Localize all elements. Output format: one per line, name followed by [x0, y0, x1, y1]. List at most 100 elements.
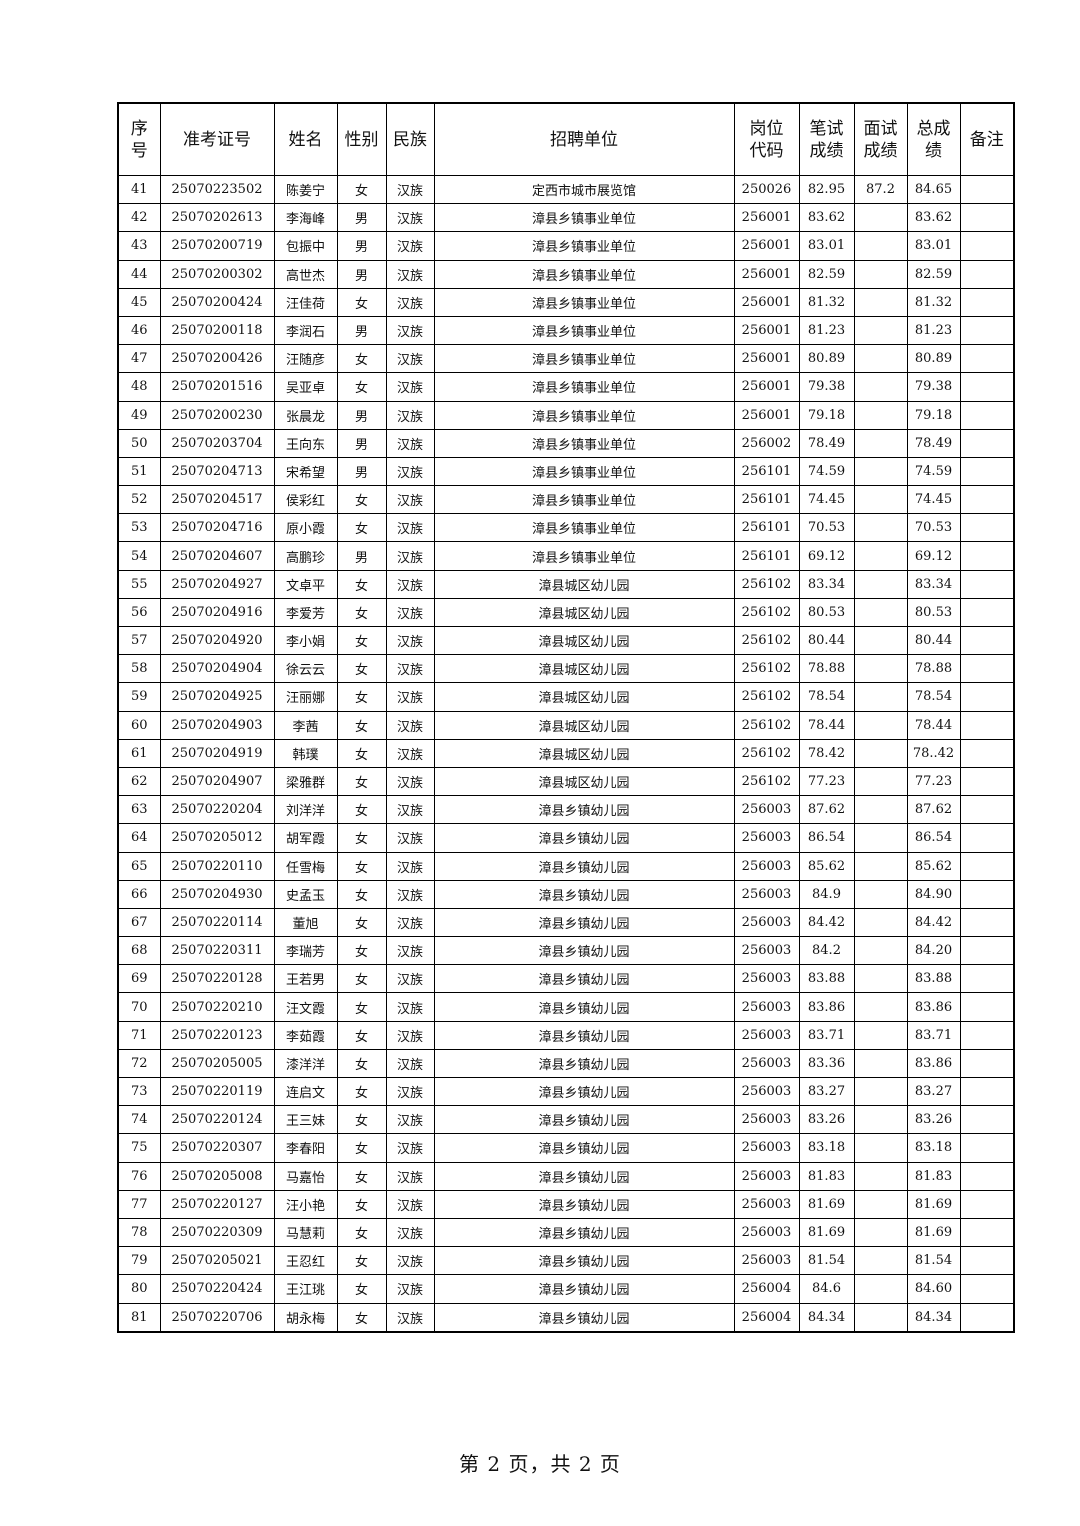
cell-post-code: 256003 — [733, 1189, 800, 1219]
cell-remarks — [959, 203, 1015, 233]
table-row: 66 25070204930 史孟玉女汉族 漳县乡镇幼儿园 256003 84.9 84.9… — [117, 879, 1015, 909]
cell-unit: 漳县城区幼儿园 — [433, 682, 735, 712]
table-row: 56 25070204916 李爱芳女汉族 漳县城区幼儿园 256102 80.53 80.… — [117, 597, 1015, 628]
cell-ethnicity: 汉族 — [385, 1246, 435, 1276]
cell-exam-id: 25070220311 — [159, 936, 275, 966]
cell-total-score: 80.89 — [906, 344, 961, 374]
cell-written-score: 69.12 — [798, 541, 855, 571]
cell-name: 汪文霞 — [273, 992, 338, 1022]
cell-name: 李瑞芳 — [273, 936, 338, 966]
cell-gender: 女 — [336, 964, 387, 994]
cell-seq: 68 — [117, 936, 161, 966]
cell-name: 李春阳 — [273, 1133, 338, 1163]
cell-remarks — [959, 625, 1015, 656]
cell-name: 王忍红 — [273, 1246, 338, 1276]
cell-unit: 漳县乡镇事业单位 — [433, 541, 735, 571]
cell-gender: 女 — [336, 625, 387, 656]
cell-exam-id: 25070204904 — [159, 654, 275, 684]
cell-unit: 漳县乡镇幼儿园 — [433, 1048, 735, 1079]
cell-exam-id: 25070204907 — [159, 766, 275, 797]
cell-seq: 73 — [117, 1076, 161, 1107]
cell-gender: 女 — [336, 513, 387, 543]
cell-ethnicity: 汉族 — [385, 174, 435, 205]
cell-written-score: 81.83 — [798, 1161, 855, 1191]
cell-seq: 77 — [117, 1189, 161, 1219]
cell-interview-score — [853, 259, 908, 289]
cell-unit: 漳县乡镇事业单位 — [433, 231, 735, 261]
cell-total-score: 84.34 — [906, 1302, 961, 1333]
cell-total-score: 83.26 — [906, 1105, 961, 1135]
cell-name: 董旭 — [273, 907, 338, 938]
table-row: 59 25070204925 汪丽娜女汉族 漳县城区幼儿园 256102 78.54 78.… — [117, 682, 1015, 712]
cell-seq: 42 — [117, 203, 161, 233]
cell-name: 汪佳荷 — [273, 287, 338, 317]
cell-exam-id: 25070205005 — [159, 1048, 275, 1079]
cell-gender: 男 — [336, 203, 387, 233]
cell-exam-id: 25070220210 — [159, 992, 275, 1022]
cell-seq: 67 — [117, 907, 161, 938]
cell-gender: 女 — [336, 569, 387, 599]
table-row: 73 25070220119 连启文女汉族 漳县乡镇幼儿园 256003 83.27 83.… — [117, 1076, 1015, 1107]
cell-remarks — [959, 428, 1015, 458]
cell-total-score: 80.53 — [906, 597, 961, 628]
cell-unit: 漳县乡镇事业单位 — [433, 344, 735, 374]
cell-remarks — [959, 851, 1015, 881]
cell-total-score: 78..42 — [906, 738, 961, 768]
cell-interview-score — [853, 964, 908, 994]
table-row: 53 25070204716 原小霞女汉族 漳县乡镇事业单位 256101 70.53 70… — [117, 513, 1015, 543]
cell-interview-score — [853, 231, 908, 261]
cell-gender: 女 — [336, 1161, 387, 1191]
cell-written-score: 84.34 — [798, 1302, 855, 1333]
cell-interview-score: 87.2 — [853, 174, 908, 205]
table-row: 70 25070220210 汪文霞女汉族 漳县乡镇幼儿园 256003 83.86 83.… — [117, 992, 1015, 1022]
cell-interview-score — [853, 315, 908, 346]
cell-name: 马嘉怡 — [273, 1161, 338, 1191]
cell-interview-score — [853, 1274, 908, 1304]
cell-seq: 71 — [117, 1020, 161, 1050]
cell-seq: 50 — [117, 428, 161, 458]
cell-ethnicity: 汉族 — [385, 1020, 435, 1050]
cell-gender: 女 — [336, 1020, 387, 1050]
cell-exam-id: 25070202613 — [159, 203, 275, 233]
cell-unit: 漳县乡镇事业单位 — [433, 485, 735, 515]
cell-interview-score — [853, 795, 908, 825]
cell-exam-id: 25070220424 — [159, 1274, 275, 1304]
cell-exam-id: 25070205012 — [159, 823, 275, 853]
cell-seq: 41 — [117, 174, 161, 205]
cell-total-score: 80.44 — [906, 625, 961, 656]
page-number: 第 2 页，共 2 页 — [459, 1452, 621, 1476]
cell-total-score: 85.62 — [906, 851, 961, 881]
cell-exam-id: 25070204925 — [159, 682, 275, 712]
cell-ethnicity: 汉族 — [385, 456, 435, 487]
cell-written-score: 84.9 — [798, 879, 855, 909]
cell-seq: 72 — [117, 1048, 161, 1079]
cell-total-score: 81.83 — [906, 1161, 961, 1191]
cell-interview-score — [853, 654, 908, 684]
cell-exam-id: 25070200719 — [159, 231, 275, 261]
cell-remarks — [959, 597, 1015, 628]
cell-seq: 66 — [117, 879, 161, 909]
cell-post-code: 256003 — [733, 795, 800, 825]
cell-ethnicity: 汉族 — [385, 400, 435, 430]
cell-ethnicity: 汉族 — [385, 485, 435, 515]
cell-exam-id: 25070223502 — [159, 174, 275, 205]
cell-post-code: 256101 — [733, 456, 800, 487]
table-row: 75 25070220307 李春阳女汉族 漳县乡镇幼儿园 256003 83.18 83.… — [117, 1133, 1015, 1163]
cell-remarks — [959, 1302, 1015, 1333]
cell-gender: 男 — [336, 400, 387, 430]
cell-written-score: 78.49 — [798, 428, 855, 458]
cell-interview-score — [853, 1020, 908, 1050]
cell-ethnicity: 汉族 — [385, 1189, 435, 1219]
cell-unit: 漳县乡镇幼儿园 — [433, 1105, 735, 1135]
cell-gender: 女 — [336, 795, 387, 825]
cell-unit: 漳县乡镇事业单位 — [433, 428, 735, 458]
cell-unit: 漳县乡镇幼儿园 — [433, 823, 735, 853]
cell-exam-id: 25070205008 — [159, 1161, 275, 1191]
cell-seq: 65 — [117, 851, 161, 881]
cell-unit: 漳县乡镇幼儿园 — [433, 1302, 735, 1333]
cell-name: 文卓平 — [273, 569, 338, 599]
cell-ethnicity: 汉族 — [385, 428, 435, 458]
cell-ethnicity: 汉族 — [385, 513, 435, 543]
cell-unit: 漳县乡镇幼儿园 — [433, 1274, 735, 1304]
cell-post-code: 256004 — [733, 1274, 800, 1304]
